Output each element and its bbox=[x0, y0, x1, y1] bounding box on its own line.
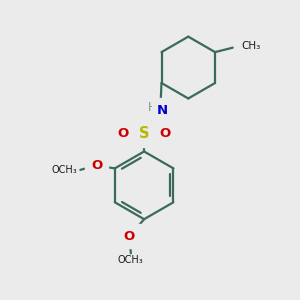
Text: O: O bbox=[160, 127, 171, 140]
Text: S: S bbox=[139, 126, 149, 141]
Text: N: N bbox=[157, 104, 168, 117]
Text: O: O bbox=[91, 159, 102, 172]
Text: OCH₃: OCH₃ bbox=[52, 165, 77, 175]
Text: CH₃: CH₃ bbox=[241, 41, 260, 51]
Text: O: O bbox=[117, 127, 128, 140]
Text: O: O bbox=[124, 230, 135, 243]
Text: OCH₃: OCH₃ bbox=[118, 255, 144, 265]
Text: H: H bbox=[148, 101, 156, 114]
